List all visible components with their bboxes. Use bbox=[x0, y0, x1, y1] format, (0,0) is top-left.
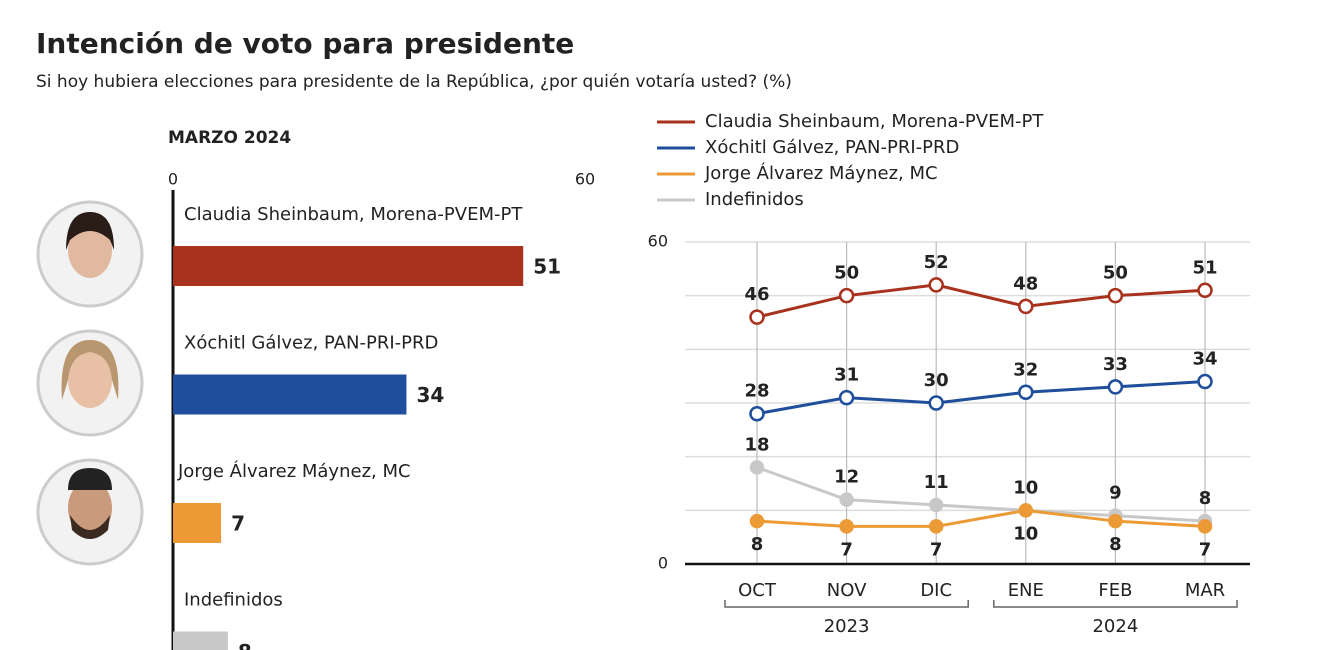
category-label: Xóchitl Gálvez, PAN-PRI-PRD bbox=[184, 333, 438, 354]
point bbox=[1018, 298, 1034, 315]
chart-title: MARZO 2024 bbox=[168, 128, 291, 148]
x-tick-label: FEB bbox=[1098, 580, 1132, 601]
point bbox=[1197, 519, 1213, 534]
data-label: 18 bbox=[744, 434, 769, 455]
point bbox=[749, 309, 765, 325]
face bbox=[68, 222, 112, 278]
data-label: 48 bbox=[1013, 273, 1038, 294]
data-label: 10 bbox=[1013, 523, 1038, 544]
series-line bbox=[756, 508, 1206, 528]
hair bbox=[68, 468, 112, 490]
series-line bbox=[756, 380, 1206, 416]
x-tick-label: ENE bbox=[1008, 580, 1044, 601]
data-label: 51 bbox=[1192, 257, 1217, 278]
point bbox=[838, 287, 855, 304]
x-tick-label: OCT bbox=[738, 580, 777, 601]
category-label: Jorge Álvarez Máynez, MC bbox=[177, 460, 411, 482]
legend-label: Indefinidos bbox=[705, 189, 804, 210]
data-label: 46 bbox=[744, 284, 769, 305]
series-line bbox=[756, 283, 1206, 319]
point bbox=[1108, 513, 1123, 529]
bar bbox=[173, 631, 228, 650]
data-label: 33 bbox=[1103, 354, 1128, 375]
data-label: 7 bbox=[1199, 539, 1212, 560]
year-label: 2024 bbox=[1092, 616, 1138, 637]
hair bbox=[66, 212, 114, 250]
point bbox=[1018, 503, 1034, 518]
value-label: 34 bbox=[416, 383, 444, 407]
point bbox=[1197, 373, 1213, 390]
data-label: 10 bbox=[1013, 477, 1038, 498]
point bbox=[928, 395, 944, 411]
bar bbox=[173, 374, 407, 415]
point bbox=[928, 519, 944, 534]
point bbox=[1018, 384, 1034, 401]
data-label: 31 bbox=[834, 365, 859, 386]
data-label: 50 bbox=[834, 263, 859, 284]
data-label: 12 bbox=[834, 467, 859, 488]
y-tick-label: 60 bbox=[648, 232, 668, 251]
point bbox=[838, 389, 855, 406]
data-label: 52 bbox=[924, 252, 949, 273]
data-label: 8 bbox=[1109, 534, 1122, 555]
face bbox=[68, 480, 112, 536]
point bbox=[749, 460, 765, 475]
data-label: 11 bbox=[924, 472, 949, 493]
data-label: 7 bbox=[930, 539, 943, 560]
x-tick-label: 0 bbox=[168, 170, 178, 189]
point bbox=[839, 519, 854, 534]
point bbox=[749, 405, 765, 422]
y-tick-label: 0 bbox=[658, 554, 668, 573]
point bbox=[1197, 282, 1213, 299]
legend-label: Xóchitl Gálvez, PAN-PRI-PRD bbox=[705, 137, 959, 158]
data-label: 32 bbox=[1013, 359, 1038, 380]
x-tick-label: DIC bbox=[920, 580, 952, 601]
year-bracket bbox=[993, 600, 1238, 608]
value-label: 51 bbox=[533, 255, 561, 279]
subtitle: Si hoy hubiera elecciones para president… bbox=[36, 72, 792, 92]
data-label: 8 bbox=[751, 534, 764, 555]
bar bbox=[173, 503, 222, 543]
point bbox=[1107, 379, 1124, 395]
hair bbox=[61, 340, 119, 400]
x-tick-label: MAR bbox=[1185, 580, 1225, 601]
x-tick-label: 60 bbox=[575, 170, 595, 189]
data-label: 8 bbox=[1199, 488, 1212, 509]
category-label: Indefinidos bbox=[184, 590, 283, 611]
face bbox=[68, 352, 112, 408]
data-label: 30 bbox=[924, 370, 949, 391]
x-tick-label: NOV bbox=[827, 580, 867, 601]
title: Intención de voto para presidente bbox=[36, 27, 574, 60]
point bbox=[928, 497, 944, 513]
bar bbox=[173, 246, 524, 286]
legend-label: Jorge Álvarez Máynez, MC bbox=[704, 162, 938, 184]
data-label: 50 bbox=[1103, 263, 1128, 284]
point bbox=[839, 492, 854, 507]
data-label: 34 bbox=[1192, 349, 1217, 370]
data-label: 28 bbox=[744, 381, 769, 402]
data-label: 9 bbox=[1109, 483, 1122, 504]
point bbox=[928, 277, 944, 293]
series-line bbox=[756, 465, 1206, 523]
point bbox=[1107, 287, 1124, 304]
legend-label: Claudia Sheinbaum, Morena-PVEM-PT bbox=[705, 111, 1044, 132]
category-label: Claudia Sheinbaum, Morena-PVEM-PT bbox=[184, 204, 523, 225]
value-label: 7 bbox=[231, 512, 245, 536]
data-label: 7 bbox=[840, 539, 853, 560]
point bbox=[749, 513, 765, 529]
value-label: 8 bbox=[238, 640, 252, 650]
portraits bbox=[36, 200, 144, 566]
beard bbox=[70, 515, 110, 539]
year-label: 2023 bbox=[824, 616, 870, 637]
year-bracket bbox=[724, 600, 969, 608]
